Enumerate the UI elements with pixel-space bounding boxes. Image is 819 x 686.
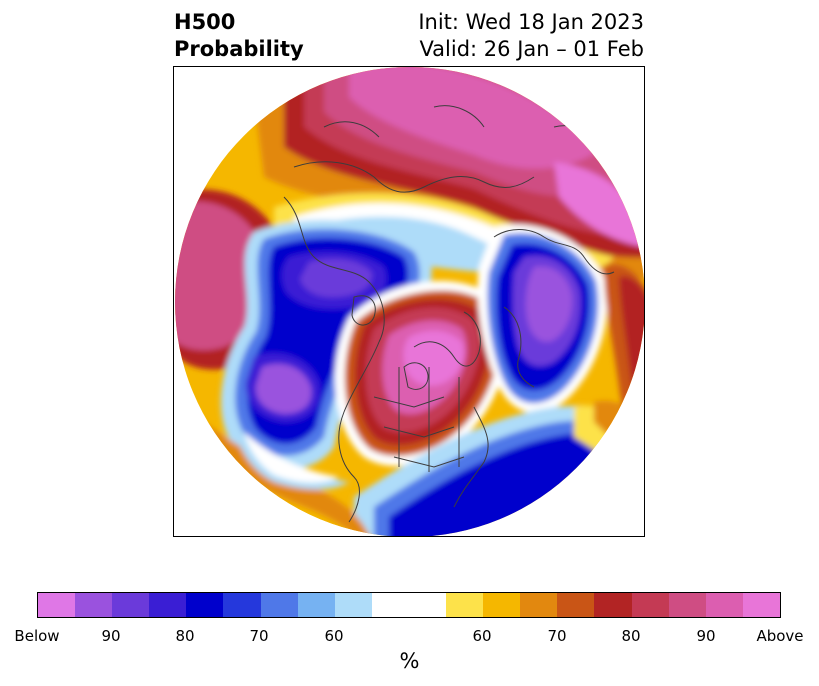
colorbar-segment: [297, 593, 335, 617]
colorbar-segment: [446, 593, 484, 617]
tick-label: 70: [249, 627, 269, 645]
colorbar-tick-labels: Below 90 80 70 60 60 70 80 90 Above: [0, 627, 819, 647]
colorbar-segment: [742, 593, 780, 617]
title-variable: H500: [174, 10, 236, 34]
init-date: Init: Wed 18 Jan 2023: [418, 10, 644, 34]
colorbar-segment: [705, 593, 743, 617]
colorbar-unit-label: %: [399, 649, 420, 673]
colorbar-segment: [149, 593, 187, 617]
tick-label: 70: [547, 627, 567, 645]
tick-label: Below: [14, 627, 60, 645]
colorbar-segment: [557, 593, 595, 617]
probability-map: [175, 67, 644, 536]
colorbar: [37, 592, 781, 618]
colorbar-segment: [631, 593, 669, 617]
coastlines: [283, 76, 615, 523]
colorbar-segment: [223, 593, 261, 617]
tick-label: 80: [621, 627, 641, 645]
tick-label: 90: [696, 627, 716, 645]
colorbar-segment: [520, 593, 558, 617]
colorbar-segment: [75, 593, 113, 617]
valid-range: Valid: 26 Jan – 01 Feb: [419, 37, 644, 61]
colorbar-segment: [668, 593, 706, 617]
tick-label: 60: [324, 627, 344, 645]
colorbar-segment: [483, 593, 521, 617]
tick-label: Above: [756, 627, 804, 645]
colorbar-segment: [260, 593, 298, 617]
colorbar-segment: [371, 593, 447, 617]
tick-label: 90: [101, 627, 121, 645]
map-panel: [173, 66, 645, 537]
colorbar-segment: [334, 593, 372, 617]
plot-title-right: Init: Wed 18 Jan 2023 Valid: 26 Jan – 01…: [418, 9, 644, 63]
filled-probability-contours: [175, 67, 644, 536]
colorbar-segment: [38, 593, 76, 617]
colorbar-segment: [594, 593, 632, 617]
colorbar-segment: [112, 593, 150, 617]
title-field: Probability: [174, 37, 304, 61]
plot-title-left: H500 Probability: [174, 9, 304, 63]
tick-label: 80: [175, 627, 195, 645]
tick-label: 60: [472, 627, 492, 645]
colorbar-segment: [186, 593, 224, 617]
